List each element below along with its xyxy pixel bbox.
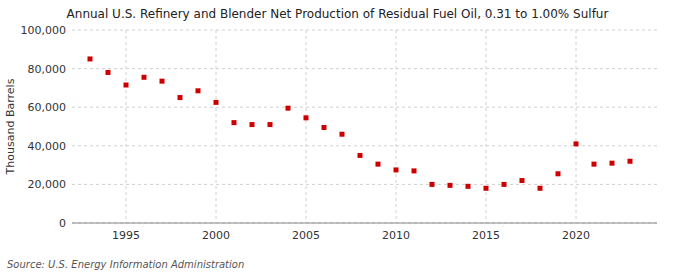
grid-line xyxy=(72,68,657,69)
grid-line xyxy=(72,107,657,108)
point xyxy=(340,132,345,137)
chart: 0 20,000 40,000 60,000 80,000 100,000 1995 2000… xyxy=(0,0,675,275)
grid-line xyxy=(486,30,487,223)
point xyxy=(610,161,615,166)
grid-line xyxy=(72,184,657,185)
point xyxy=(268,122,273,127)
point xyxy=(574,141,579,146)
grid-line xyxy=(72,223,657,224)
points xyxy=(88,56,633,190)
point xyxy=(466,184,471,189)
point xyxy=(160,79,165,84)
point xyxy=(304,115,309,120)
point xyxy=(538,186,543,191)
x-tick-label: 1995 xyxy=(112,229,140,242)
grid-line xyxy=(576,30,577,223)
point xyxy=(412,168,417,173)
point xyxy=(358,153,363,158)
point xyxy=(124,83,129,88)
y-axis-label: Thousand Barrels xyxy=(4,78,17,175)
y-tick-label: 80,000 xyxy=(28,63,67,76)
point xyxy=(430,182,435,187)
point xyxy=(286,106,291,111)
y-tick-label: 0 xyxy=(59,217,66,230)
point xyxy=(178,95,183,100)
x-tick-label: 2010 xyxy=(382,229,410,242)
x-tick-label: 2015 xyxy=(472,229,500,242)
point xyxy=(628,159,633,164)
grid-line xyxy=(72,30,657,31)
point xyxy=(394,167,399,172)
point xyxy=(448,183,453,188)
source: Source: U.S. Energy Information Administ… xyxy=(7,259,244,270)
point xyxy=(106,70,111,75)
point xyxy=(250,122,255,127)
point xyxy=(376,162,381,167)
grid-line xyxy=(306,30,307,223)
axes: 0 20,000 40,000 60,000 80,000 100,000 1995 2000… xyxy=(21,24,658,242)
title: Annual U.S. Refinery and Blender Net Pro… xyxy=(67,7,609,21)
x-axis-line xyxy=(72,223,657,224)
point xyxy=(214,100,219,105)
point xyxy=(556,171,561,176)
grid xyxy=(72,30,657,223)
y-tick-label: 20,000 xyxy=(28,178,67,191)
grid-line xyxy=(126,30,127,223)
point xyxy=(502,182,507,187)
point xyxy=(142,75,147,80)
y-tick-label: 40,000 xyxy=(28,140,67,153)
y-tick-label: 100,000 xyxy=(21,24,67,37)
point xyxy=(232,120,237,125)
grid-line xyxy=(72,145,657,146)
x-tick-label: 2000 xyxy=(202,229,230,242)
point xyxy=(322,125,327,130)
point xyxy=(196,88,201,93)
point xyxy=(484,186,489,191)
y-tick-label: 60,000 xyxy=(28,101,67,114)
grid-line xyxy=(216,30,217,223)
x-tick-label: 2005 xyxy=(292,229,320,242)
point xyxy=(592,162,597,167)
point xyxy=(88,56,93,61)
grid-line xyxy=(396,30,397,223)
point xyxy=(520,178,525,183)
x-tick-label: 2020 xyxy=(562,229,590,242)
